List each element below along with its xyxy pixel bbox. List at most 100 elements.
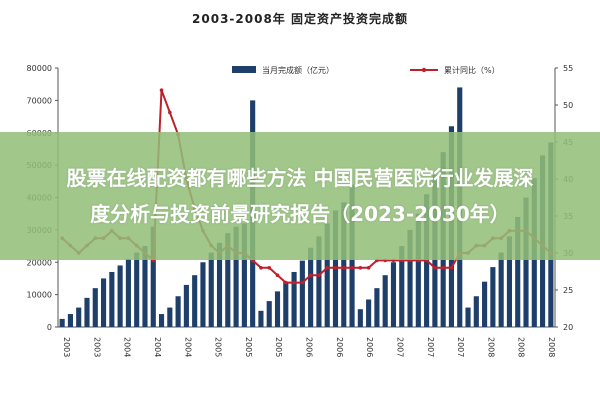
bar [506,236,513,327]
bar [158,314,165,327]
bar [407,229,413,327]
bar [117,265,123,327]
right-tick-label: 50 [563,101,573,110]
right-tick-label: 20 [563,323,573,332]
bar [208,252,214,327]
growth-point [292,280,296,285]
bar [482,281,488,327]
legend-marker-line [421,67,427,73]
bar [523,197,529,327]
right-tick-label: 25 [563,286,573,295]
bar [291,271,297,327]
x-tick-label: 2003 [62,337,71,357]
x-tick-label: 2005 [274,337,283,357]
growth-point [159,88,164,92]
growth-point [325,266,330,270]
growth-point [308,273,313,278]
bar [109,271,115,327]
growth-point [333,266,338,270]
bar [183,284,189,327]
legend-swatch-bars [232,66,256,73]
left-tick-label: 80000 [27,64,52,73]
growth-point [275,273,280,278]
left-tick-label: 0 [47,323,52,332]
growth-point [433,266,437,270]
bar [399,246,405,327]
bar [258,310,264,327]
left-tick-label: 20000 [27,258,52,267]
x-tick-label: 2008 [547,337,556,357]
bar [308,247,314,327]
bar [341,202,347,327]
x-tick-label: 2005 [244,337,253,357]
bar [84,297,90,327]
bar [125,259,131,327]
overlay-line-2: 度分析与投资前景研究报告（2023-2030年） [90,202,510,226]
x-tick-label: 2006 [305,337,314,357]
bar [366,299,372,327]
legend-label-line: 累计同比（%） [444,65,500,75]
growth-point [259,266,263,270]
right-tick-label: 55 [563,64,573,73]
bar [59,318,65,327]
bar [473,296,479,327]
chart-title: 2003-2008年 固定资产投资完成额 [192,12,408,26]
x-tick-label: 2004 [183,337,192,357]
growth-point [317,273,321,278]
bar [357,309,363,327]
growth-point [341,266,346,270]
bar [515,216,521,327]
x-tick-label: 2007 [426,337,435,357]
bar [67,314,73,327]
bar [324,223,330,327]
bar [92,288,98,327]
bar [465,307,471,327]
bar [150,226,156,327]
bar [100,278,107,327]
bar [225,233,231,327]
x-tick-label: 2005 [214,337,223,357]
bar [274,291,281,327]
growth-point [350,266,354,270]
x-tick-label: 2006 [365,337,374,357]
growth-point [366,266,371,270]
bar [374,288,380,327]
bar [200,262,206,327]
x-tick-label: 2004 [153,337,162,357]
x-tick-label: 2008 [517,337,526,357]
bar [283,281,289,327]
bar [490,267,496,327]
growth-point [441,266,445,270]
left-tick-label: 10000 [27,291,52,300]
bar [498,252,504,327]
bar [415,213,421,327]
bar [241,223,247,327]
growth-point [168,110,172,115]
overlay-banner[interactable]: 股票在线配资都有哪些方法 中国民营医院行业发展深 度分析与投资前景研究报告（20… [0,132,600,260]
x-tick-label: 2007 [395,337,404,357]
x-tick-label: 2007 [456,337,465,357]
bar [216,242,223,327]
growth-point [449,266,454,270]
x-tick-label: 2003 [92,337,101,357]
x-tick-label: 2008 [486,337,495,357]
growth-point [267,266,272,270]
x-tick-label: 2004 [123,337,132,357]
bar [390,262,397,327]
bar [299,260,305,327]
bar [142,246,148,327]
bar [76,307,82,327]
overlay-line-1: 股票在线配资都有哪些方法 中国民营医院行业发展深 [66,166,534,190]
growth-point [358,266,363,270]
bar [192,275,198,327]
bar [382,275,388,327]
growth-point [283,280,288,285]
bar [167,307,173,327]
bar [266,301,272,327]
bar [175,296,181,327]
bar [316,236,322,327]
bar [233,226,239,327]
left-tick-label: 70000 [27,96,52,105]
legend-label-bars: 当月完成额（亿元） [262,65,334,75]
